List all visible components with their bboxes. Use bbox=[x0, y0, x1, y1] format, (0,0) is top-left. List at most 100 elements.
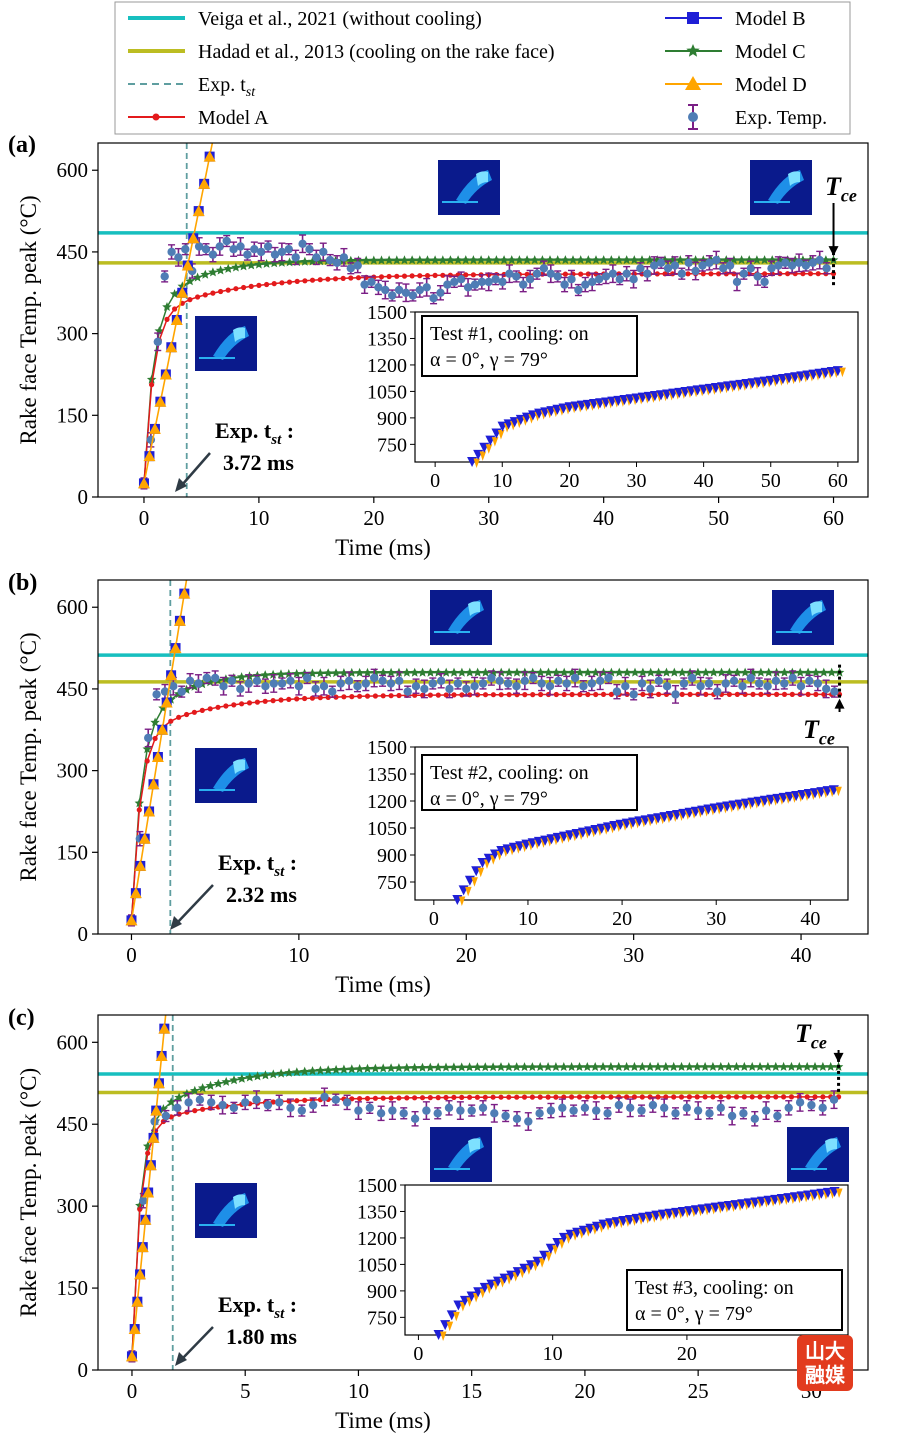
modelA-marker-30 bbox=[364, 693, 371, 699]
inset-ytick-label-2: 1050 bbox=[367, 381, 407, 403]
modelC-marker-54 bbox=[551, 667, 562, 677]
modelA-marker-78 bbox=[741, 1094, 747, 1100]
exp-point-36 bbox=[388, 291, 397, 300]
modelA-marker-34 bbox=[396, 1095, 402, 1101]
exp-point-29 bbox=[339, 253, 349, 262]
exp-point-12 bbox=[222, 236, 231, 246]
modelA-marker-40 bbox=[443, 1094, 449, 1101]
inset-xtick-label-1: 10 bbox=[518, 908, 538, 930]
modelA-marker-20 bbox=[286, 696, 292, 703]
modelC-marker-53 bbox=[545, 255, 555, 265]
modelC-marker-20 bbox=[284, 1067, 294, 1077]
modelA-marker-60 bbox=[600, 691, 607, 698]
modelA-marker-39 bbox=[435, 692, 441, 698]
modelC-marker-37 bbox=[422, 255, 433, 265]
modelA-marker-71 bbox=[685, 271, 691, 277]
exp-point-73 bbox=[738, 682, 747, 691]
exp-point-66 bbox=[594, 275, 604, 284]
xtick-label-2: 10 bbox=[348, 1379, 369, 1403]
modelC-marker-78 bbox=[736, 255, 747, 265]
modelD-marker-12 bbox=[203, 150, 216, 162]
exp-point-20 bbox=[294, 682, 304, 691]
modelD-marker-10 bbox=[169, 642, 182, 654]
exp-point-10 bbox=[241, 1098, 250, 1107]
exp-point-44 bbox=[626, 1103, 635, 1113]
inset-xtick-label-1: 10 bbox=[492, 470, 512, 492]
modelA-marker-65 bbox=[639, 1094, 645, 1100]
modelA-marker-2 bbox=[145, 1150, 151, 1156]
modelA-marker-73 bbox=[700, 271, 706, 277]
modelA-marker-45 bbox=[482, 1094, 488, 1100]
exp-point-52 bbox=[562, 679, 571, 688]
modelA-marker-12 bbox=[233, 286, 239, 292]
test-info-line2: α = 0°, γ = 79° bbox=[430, 349, 548, 371]
exp-point-40 bbox=[462, 684, 471, 694]
modelD-marker-14 bbox=[164, 968, 176, 979]
exp-point-46 bbox=[512, 682, 521, 691]
xtick-label-0: 0 bbox=[126, 943, 137, 967]
modelC-marker-17 bbox=[269, 258, 279, 268]
modelA-marker-42 bbox=[459, 1094, 465, 1100]
exp-point-47 bbox=[520, 676, 529, 685]
modelA-marker-22 bbox=[309, 277, 316, 283]
modelA-marker-51 bbox=[530, 692, 536, 698]
ytick-label-3: 450 bbox=[57, 1112, 89, 1136]
thermal-hot-core bbox=[468, 1138, 480, 1153]
modelC-marker-58 bbox=[583, 255, 594, 265]
x-axis-label: Time (ms) bbox=[335, 972, 431, 997]
watermark-line2: 融媒 bbox=[805, 1363, 845, 1387]
exp-point-45 bbox=[503, 679, 513, 688]
modelC-marker-32 bbox=[378, 667, 388, 677]
exp-point-16 bbox=[308, 1100, 318, 1110]
modelD-marker-9 bbox=[187, 232, 200, 244]
modelA-marker-38 bbox=[427, 1095, 433, 1101]
modelC-marker-80 bbox=[756, 667, 766, 677]
modelA-marker-66 bbox=[647, 1094, 653, 1100]
exp-point-66 bbox=[679, 679, 689, 688]
exp-point-85 bbox=[725, 261, 735, 270]
exp-point-63 bbox=[574, 285, 583, 295]
thermal-thumbnail bbox=[195, 316, 257, 371]
exp-point-42 bbox=[478, 679, 488, 688]
modelC-marker-45 bbox=[480, 1062, 490, 1072]
exp-point-62 bbox=[646, 684, 655, 694]
modelA-marker-20 bbox=[294, 278, 300, 284]
modelA-marker-16 bbox=[264, 281, 270, 288]
inset-xtick-label-6: 60 bbox=[828, 470, 848, 492]
exp-point-62 bbox=[567, 275, 576, 284]
test-info-box bbox=[626, 1269, 843, 1331]
exp-point-35 bbox=[524, 1117, 533, 1126]
exp-point-78 bbox=[677, 269, 686, 278]
modelC-marker-52 bbox=[535, 667, 546, 677]
exp-tst-value: 3.72 ms bbox=[223, 450, 294, 475]
inset-ytick-label-4: 1350 bbox=[367, 764, 407, 786]
modelA-marker-70 bbox=[678, 1094, 685, 1100]
modelA-marker-14 bbox=[239, 701, 245, 707]
modelC-marker-24 bbox=[315, 668, 326, 678]
modelC-marker-29 bbox=[354, 1064, 365, 1073]
exp-point-5 bbox=[184, 1098, 193, 1107]
exp-point-75 bbox=[755, 679, 764, 688]
exp-point-25 bbox=[312, 253, 321, 262]
modelC-marker-55 bbox=[560, 255, 571, 265]
modelC-marker-16 bbox=[261, 258, 272, 268]
modelA-marker-61 bbox=[608, 1094, 614, 1100]
exp-point-68 bbox=[608, 269, 618, 278]
modelA-marker-33 bbox=[388, 693, 394, 699]
inset-modelD-marker-1 bbox=[465, 886, 472, 897]
modelA-marker-80 bbox=[758, 691, 764, 698]
modelC-marker-36 bbox=[409, 667, 420, 677]
exp-point-51 bbox=[705, 1109, 714, 1118]
exp-point-30 bbox=[467, 1106, 476, 1115]
modelC-marker-10 bbox=[215, 265, 226, 275]
exp-point-63 bbox=[654, 676, 663, 685]
modelC-marker-27 bbox=[339, 668, 349, 677]
modelA-marker-23 bbox=[317, 277, 323, 283]
modelC-marker-19 bbox=[276, 669, 286, 679]
modelA-marker-25 bbox=[332, 276, 339, 282]
modelC-marker-24 bbox=[315, 1065, 326, 1075]
exp-point-22 bbox=[311, 684, 320, 694]
inset-ytick-label-1: 900 bbox=[367, 1281, 397, 1303]
exp-point-61 bbox=[560, 280, 569, 289]
exp-point-80 bbox=[796, 682, 806, 691]
